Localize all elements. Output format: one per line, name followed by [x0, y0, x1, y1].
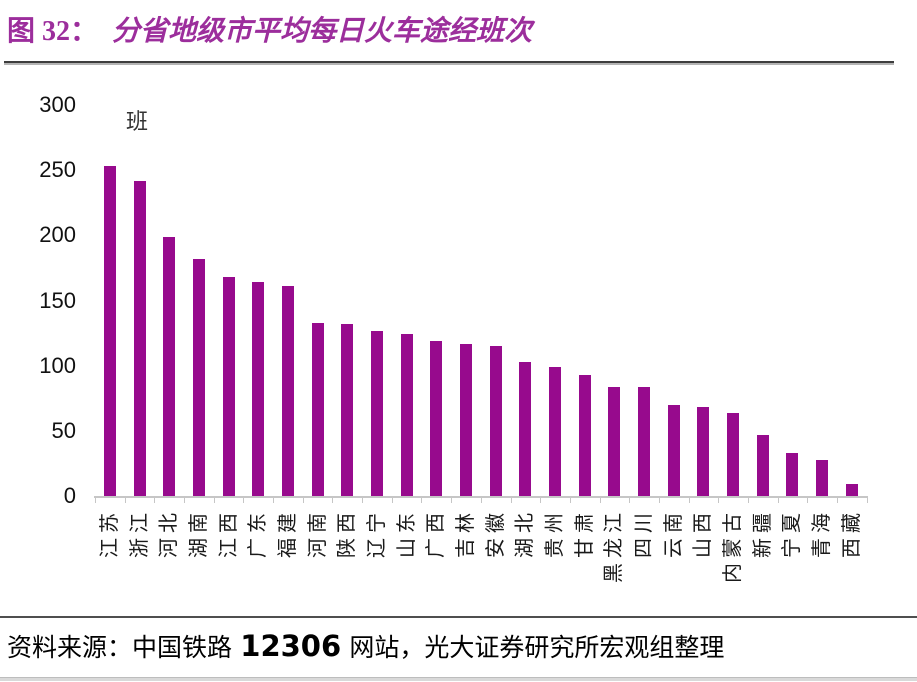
- x-axis-tick: [807, 498, 809, 503]
- x-axis-tick: [302, 498, 304, 503]
- y-axis-tick-label: 250: [39, 157, 76, 183]
- figure-title-text: 分省地级市平均每日火车途经班次: [112, 16, 533, 47]
- x-axis-tick: [332, 498, 334, 503]
- bar: [163, 236, 176, 496]
- bar: [549, 367, 561, 496]
- x-axis-label: 内蒙古: [722, 508, 745, 583]
- x-axis-tick: [569, 498, 571, 503]
- x-axis-tick: [540, 498, 542, 503]
- x-axis-label: 西藏: [840, 508, 863, 558]
- y-axis-unit-label: 班: [126, 109, 149, 134]
- bar: [578, 374, 591, 496]
- x-axis-label: 青海: [811, 508, 834, 558]
- x-axis-label: 陕西: [336, 508, 359, 558]
- page-bottom-rule: [0, 677, 917, 681]
- bar: [103, 166, 116, 496]
- x-axis-tick: [777, 498, 779, 503]
- x-axis-tick: [747, 498, 749, 503]
- bar: [311, 322, 324, 496]
- x-axis-tick: [599, 498, 601, 503]
- x-axis-label: 山西: [692, 508, 715, 558]
- x-axis-label: 宁夏: [781, 508, 804, 558]
- x-axis-tick: [836, 498, 838, 503]
- bar: [638, 386, 650, 496]
- bar: [281, 286, 294, 496]
- y-axis-tick-label: 300: [39, 92, 76, 117]
- x-axis-tick: [866, 498, 868, 503]
- x-axis-tick: [658, 498, 660, 503]
- x-axis-label: 湖北: [514, 508, 537, 558]
- bar: [756, 434, 769, 496]
- x-axis-tick: [718, 498, 720, 503]
- bar: [608, 386, 621, 496]
- x-axis-tick: [688, 498, 690, 503]
- footer-divider: [0, 616, 917, 618]
- x-axis-label: 江西: [217, 508, 240, 558]
- x-axis-tick: [480, 498, 482, 503]
- x-axis-label: 新疆: [751, 508, 774, 558]
- bar: [489, 346, 502, 496]
- x-axis-label: 山东: [395, 508, 418, 558]
- bar: [222, 277, 235, 496]
- bar: [816, 459, 829, 496]
- source-note-suffix: 网站，光大证券研究所宏观组整理: [343, 635, 725, 662]
- bar: [252, 282, 265, 496]
- bar: [667, 404, 680, 496]
- y-axis-tick-label: 50: [51, 417, 76, 443]
- x-axis-tick: [391, 498, 393, 503]
- x-axis-tick: [421, 498, 423, 503]
- x-axis-label: 甘肃: [573, 508, 596, 558]
- x-axis-tick: [95, 498, 96, 503]
- bar: [460, 343, 472, 496]
- figure-title: 图 32： 分省地级市平均每日火车途经班次: [7, 8, 532, 54]
- x-axis-label: 广东: [247, 508, 270, 558]
- x-axis-tick: [629, 498, 631, 503]
- source-note-number: 12306: [240, 629, 342, 663]
- x-axis-tick: [273, 498, 275, 503]
- x-axis-label: 江苏: [98, 508, 121, 558]
- x-axis-tick: [510, 498, 512, 503]
- y-axis-tick-label: 150: [39, 287, 76, 313]
- title-divider: [4, 61, 894, 65]
- figure-number: 图 32：: [7, 16, 99, 47]
- x-axis-label: 辽宁: [365, 508, 388, 558]
- x-axis-tick: [451, 498, 453, 503]
- x-axis-label: 贵州: [544, 508, 566, 558]
- bar: [430, 340, 443, 496]
- bar: [400, 334, 413, 496]
- bar: [341, 324, 354, 496]
- bar: [192, 258, 205, 496]
- source-note: 资料来源：中国铁路 12306 网站，光大证券研究所宏观组整理: [7, 628, 912, 667]
- x-axis-tick: [243, 498, 245, 503]
- y-axis-tick-label: 200: [39, 222, 76, 248]
- x-axis-tick: [184, 498, 185, 503]
- x-axis-label: 四川: [633, 508, 655, 558]
- x-axis-label: 福建: [276, 508, 299, 558]
- x-axis-tick: [213, 498, 215, 503]
- x-axis-label: 云南: [662, 508, 685, 558]
- x-axis-label: 安徽: [484, 508, 507, 558]
- x-axis-label: 黑龙江: [603, 508, 626, 583]
- x-axis-label: 吉林: [455, 508, 477, 558]
- x-axis-label: 广西: [425, 508, 448, 558]
- x-axis-label: 河北: [158, 508, 181, 558]
- x-axis-tick: [124, 498, 126, 503]
- bar: [845, 484, 858, 496]
- bar: [519, 361, 532, 496]
- x-axis-tick: [362, 498, 364, 503]
- y-axis-tick-label: 100: [39, 352, 76, 378]
- x-axis-label: 河南: [306, 508, 329, 558]
- x-axis-label: 浙江: [128, 508, 151, 558]
- x-axis-tick: [154, 498, 156, 503]
- bar: [370, 330, 383, 496]
- x-axis-label: 湖南: [187, 508, 210, 558]
- bar: [727, 412, 740, 496]
- x-axis-line: [94, 496, 868, 498]
- source-note-prefix: 资料来源：中国铁路: [7, 635, 239, 662]
- bar: [697, 407, 710, 496]
- bar: [786, 453, 799, 496]
- y-axis-tick-label: 0: [63, 483, 76, 508]
- bar: [133, 180, 146, 496]
